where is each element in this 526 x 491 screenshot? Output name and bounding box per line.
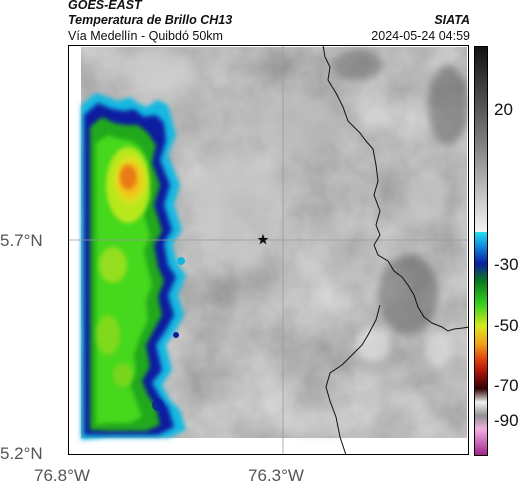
- colorbar-tick-20: 20: [494, 100, 513, 119]
- lat-tick-5-7: 5.7°N: [0, 231, 43, 250]
- satellite-map: [68, 45, 469, 455]
- agency-label: SIATA: [434, 13, 470, 27]
- datetime-label: 2024-05-24 04:59: [371, 29, 470, 43]
- location-subtitle: Vía Medellín - Quibdó 50km: [68, 29, 223, 43]
- convective-cloud: [81, 93, 186, 440]
- lat-tick-5-2: 5.2°N: [0, 444, 43, 463]
- colorbar-tick-minus-50: -50: [494, 316, 519, 335]
- colorbar-tick-minus-90: -90: [494, 411, 519, 430]
- colorbar-tick-minus-70: -70: [494, 376, 519, 395]
- colorbar-gray-segment: [474, 46, 488, 232]
- municipal-border: [325, 304, 381, 455]
- lon-tick-76-8: 76.8°W: [34, 466, 90, 485]
- colorbar: [474, 46, 488, 456]
- satellite-title: GOES-EAST: [68, 0, 142, 12]
- star-icon: [257, 234, 269, 245]
- colorbar-tick-minus-30: -30: [494, 255, 519, 274]
- lon-tick-76-3: 76.3°W: [248, 466, 304, 485]
- colorbar-border: [474, 46, 488, 456]
- product-title: Temperatura de Brillo CH13: [68, 13, 233, 27]
- map-border: [68, 45, 469, 455]
- department-border: [322, 45, 469, 332]
- colorbar-color-segment: [474, 232, 488, 456]
